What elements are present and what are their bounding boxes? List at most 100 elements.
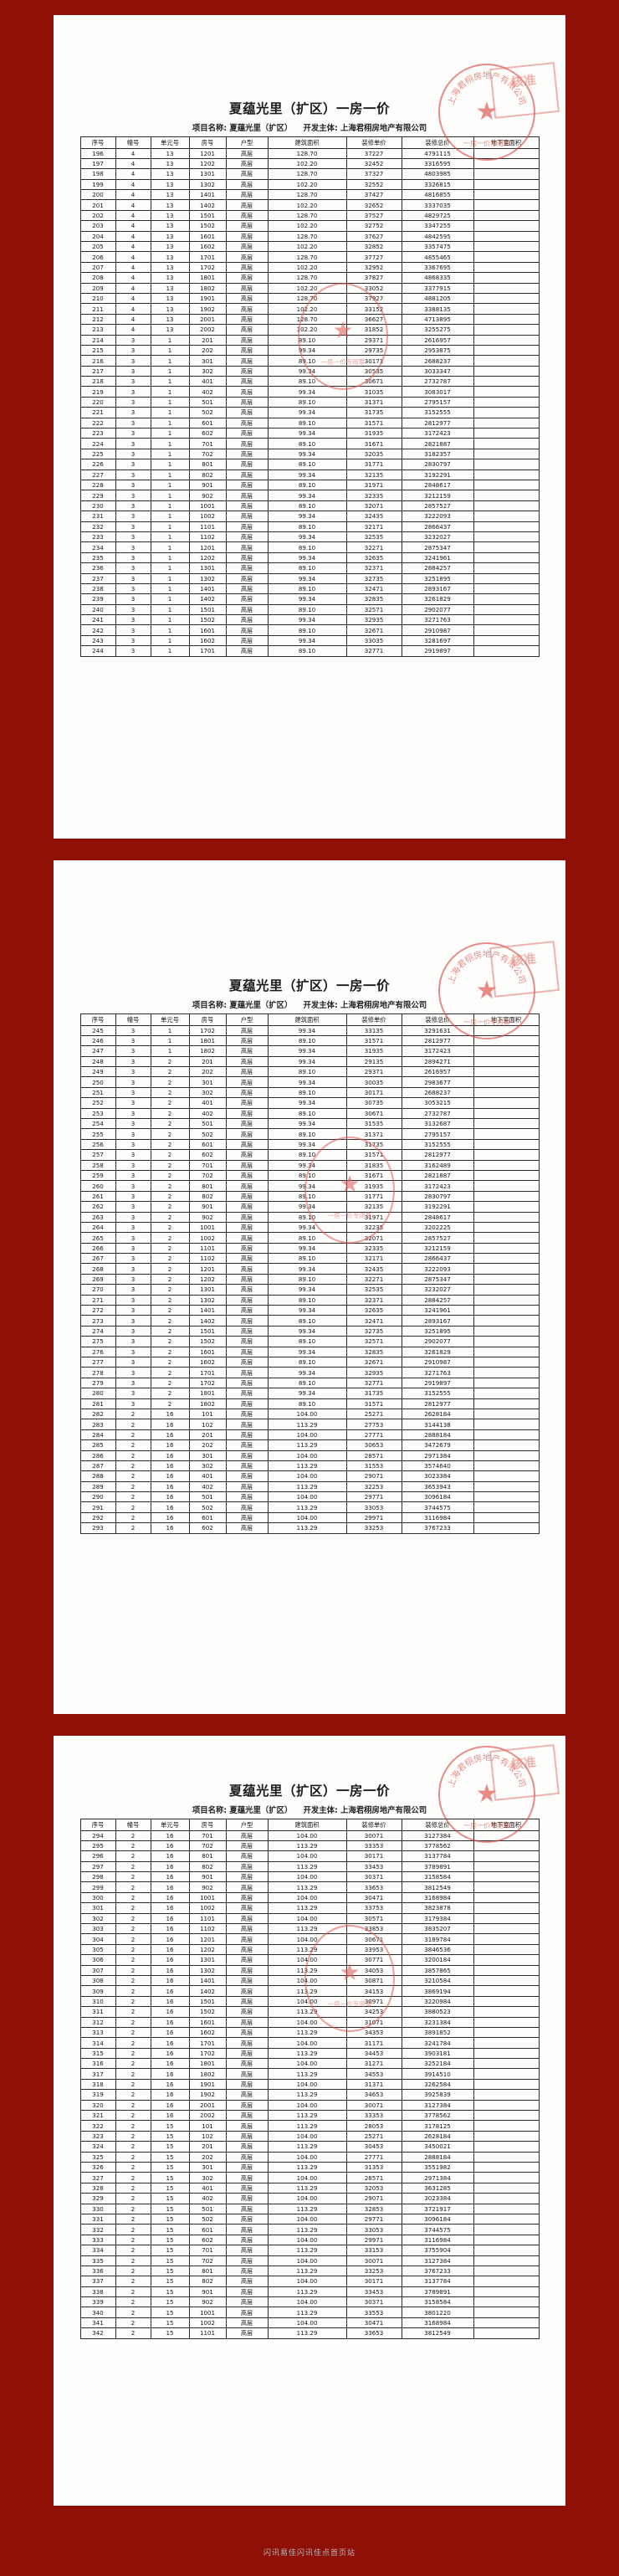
cell-序号: 248 [79,1055,116,1068]
cell-地下室面积 [473,189,540,201]
cell-单元号: 1 [150,448,190,460]
cell-装修总价: 3767233 [401,1522,474,1534]
cell-房号: 1001 [188,500,227,512]
cell-户型: 高层 [225,376,269,387]
cell-序号: 245 [79,1024,116,1036]
cell-序号: 325 [79,2151,116,2163]
cell-装修总价: 3271763 [401,614,474,626]
cell-建筑面积: 89.10 [267,1107,347,1120]
cell-地下室面积 [473,1273,540,1285]
cell-装修单价: 31671 [345,438,402,449]
cell-装修总价: 3281697 [401,634,474,647]
cell-单元号: 2 [150,1263,190,1275]
cell-地下室面积 [473,552,540,564]
cell-建筑面积: 99.34 [267,1097,347,1109]
cell-幢号: 3 [115,1211,151,1223]
cell-装修单价: 32452 [345,157,402,170]
cell-单元号: 15 [150,2193,190,2204]
cell-房号: 201 [188,2141,227,2153]
table-row: 256 3 2 601 高层 99.34 31735 3152555 [79,1138,540,1151]
cell-幢号: 2 [115,2203,151,2214]
cell-单元号: 1 [150,614,190,626]
cell-单元号: 2 [150,1086,190,1099]
cell-房号: 1701 [188,645,227,657]
cell-装修总价: 3096184 [401,2213,474,2225]
cell-幢号: 3 [115,365,151,377]
cell-户型: 高层 [225,2058,269,2070]
cell-装修总价: 2875347 [401,541,474,553]
cell-幢号: 3 [115,417,151,429]
cell-建筑面积: 89.10 [267,1128,347,1140]
cell-建筑面积: 104.00 [267,1891,347,1904]
cell-户型: 高层 [225,1450,269,1461]
cell-幢号: 2 [115,2296,151,2308]
cell-序号: 263 [79,1211,116,1223]
cell-装修总价: 3231384 [401,2016,474,2028]
cell-幢号: 2 [115,2245,151,2256]
cell-幢号: 2 [115,2026,151,2039]
cell-序号: 251 [79,1086,116,1099]
cell-序号: 294 [79,1829,116,1841]
cell-建筑面积: 104.00 [267,1491,347,1503]
cell-装修单价: 32171 [345,521,402,532]
cell-单元号: 1 [150,593,190,605]
cell-幢号: 2 [115,1871,151,1883]
cell-房号: 401 [188,376,227,387]
cell-建筑面积: 113.29 [267,1522,347,1534]
cell-装修总价: 2902077 [401,1336,474,1347]
cell-房号: 601 [188,1138,227,1151]
cell-房号: 2001 [188,2099,227,2112]
cell-地下室面积 [473,1284,540,1296]
cell-幢号: 3 [115,500,151,512]
cell-装修单价: 31571 [345,1149,402,1161]
cell-装修总价: 2732787 [401,376,474,387]
cell-装修单价: 30735 [345,1097,402,1109]
cell-单元号: 1 [150,634,190,647]
cell-单元号: 2 [150,1305,190,1316]
cell-序号: 226 [79,459,116,470]
cell-房号: 1302 [188,1294,227,1306]
cell-户型: 高层 [225,1501,269,1513]
cell-序号: 297 [79,1860,116,1873]
cell-装修总价: 3721917 [401,2203,474,2214]
table-row: 215 3 1 202 高层 99.34 29735 2953875 [79,344,540,357]
cell-单元号: 16 [150,1954,190,1966]
cell-单元号: 15 [150,2120,190,2132]
cell-序号: 244 [79,645,116,657]
cell-装修单价: 32371 [345,1294,402,1306]
column-header-0: 序号 [79,1819,116,1831]
cell-房号: 202 [188,344,227,357]
cell-单元号: 13 [150,303,190,315]
cell-单元号: 16 [150,1450,190,1461]
page-top-spacer [54,1744,565,1781]
cell-建筑面积: 89.10 [267,562,347,574]
column-header-7: 装修总价 [401,136,474,149]
cell-装修单价: 32235 [345,1221,402,1234]
cell-序号: 214 [79,334,116,346]
cell-建筑面积: 104.00 [267,2058,347,2070]
cell-建筑面积: 89.10 [267,396,347,408]
cell-建筑面积: 128.70 [267,189,347,201]
table-row: 294 2 16 701 高层 104.00 30071 3127384 [79,1829,540,1841]
cell-户型: 高层 [225,1439,269,1451]
cell-幢号: 2 [115,2213,151,2225]
cell-幢号: 3 [115,552,151,564]
cell-地下室面积 [473,2193,540,2204]
cell-单元号: 2 [150,1398,190,1409]
cell-房号: 802 [188,469,227,481]
cell-户型: 高层 [225,1066,269,1078]
cell-装修总价: 3261829 [401,1346,474,1358]
cell-房号: 801 [188,1180,227,1192]
cell-建筑面积: 113.29 [267,2089,347,2101]
cell-装修总价: 3388135 [401,303,474,315]
cell-装修总价: 3891852 [401,2026,474,2039]
cell-单元号: 16 [150,1429,190,1441]
cell-户型: 高层 [225,2068,269,2080]
cell-房号: 1101 [188,2327,227,2339]
cell-单元号: 16 [150,2006,190,2018]
cell-户型: 高层 [225,1850,269,1862]
cell-装修单价: 37727 [345,251,402,263]
cell-房号: 1501 [188,1325,227,1337]
cell-单元号: 16 [150,1491,190,1503]
table-row: 228 3 1 901 高层 89.10 31971 2848617 [79,479,540,491]
